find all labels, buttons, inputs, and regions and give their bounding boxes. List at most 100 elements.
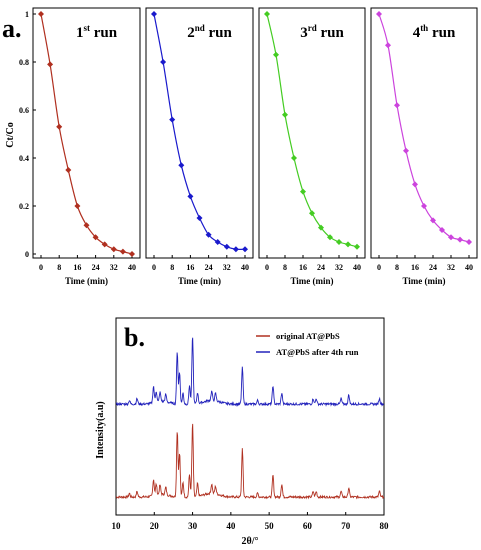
- data-point: [376, 11, 382, 17]
- data-point: [448, 234, 454, 241]
- data-point: [56, 123, 63, 130]
- x-tick-label: 16: [299, 263, 307, 272]
- x-axis-label: 2θ/°: [242, 536, 259, 547]
- run-title: 1st run: [76, 23, 118, 41]
- data-point: [110, 246, 117, 253]
- data-point: [318, 224, 324, 231]
- run-title: 3rd run: [300, 23, 344, 41]
- legend-label: original AT@PbS: [276, 331, 340, 341]
- y-tick-label: 0: [25, 250, 29, 259]
- data-point: [327, 234, 333, 241]
- plot-frame: [145, 7, 254, 259]
- plot-frame: [258, 7, 366, 259]
- series-line: [40, 13, 133, 255]
- x-tick-label: 0: [152, 263, 156, 272]
- x-tick-label: 40: [241, 263, 249, 272]
- x-tick-label: 70: [341, 521, 351, 531]
- x-axis-label: Time (min): [402, 276, 445, 286]
- x-tick-label: 30: [188, 521, 198, 531]
- data-point: [119, 248, 126, 255]
- data-point: [412, 181, 418, 188]
- x-tick-label: 8: [170, 263, 174, 272]
- data-point: [196, 215, 203, 221]
- xrd-series-line: [116, 337, 385, 407]
- legend-label: AT@PbS after 4th run: [276, 347, 359, 357]
- data-point: [47, 61, 54, 68]
- x-tick-label: 20: [150, 521, 160, 531]
- x-tick-label: 0: [377, 263, 381, 272]
- x-axis-label: Time (min): [290, 276, 333, 286]
- xrd-series-line: [115, 423, 385, 500]
- data-point: [232, 246, 239, 253]
- x-tick-label: 32: [223, 263, 231, 272]
- x-tick-label: 32: [110, 263, 118, 272]
- x-tick-label: 16: [186, 263, 194, 272]
- data-point: [345, 241, 351, 248]
- x-tick-label: 8: [57, 263, 61, 272]
- data-point: [273, 51, 279, 58]
- data-point: [38, 11, 44, 17]
- y-tick-label: 0.2: [19, 202, 29, 211]
- data-point: [169, 116, 176, 123]
- y-tick-label: 0.4: [19, 154, 29, 163]
- data-point: [403, 147, 409, 154]
- data-point: [83, 222, 90, 229]
- run4-plot: 0 8 16 24 32 40 Time (min) 4th run: [370, 7, 478, 286]
- data-point: [187, 193, 194, 200]
- x-tick-label: 16: [411, 263, 419, 272]
- x-tick-label: 0: [265, 263, 269, 272]
- data-point: [178, 162, 185, 169]
- y-tick-label: 1: [25, 10, 29, 19]
- data-point: [214, 239, 221, 245]
- x-axis-label: Time (min): [178, 276, 221, 286]
- run2-plot: 0 8 16 24 32 40 Time (min) 2nd run: [145, 7, 254, 286]
- run-title: 2nd run: [187, 23, 232, 41]
- run-title: 4th run: [413, 23, 456, 41]
- data-point: [92, 234, 99, 241]
- data-point: [394, 102, 400, 109]
- x-tick-label: 10: [112, 521, 122, 531]
- run3-plot: 0 8 16 24 32 40 Time (min) 3rd run: [258, 7, 366, 286]
- x-tick-label: 40: [465, 263, 473, 272]
- x-axis-label: Time (min): [65, 276, 108, 286]
- data-point: [74, 203, 81, 209]
- data-point: [129, 251, 135, 257]
- data-point: [385, 42, 391, 49]
- data-point: [65, 167, 72, 173]
- data-point: [336, 239, 342, 245]
- x-tick-label: 24: [429, 263, 437, 272]
- data-point: [309, 210, 315, 217]
- data-point: [466, 239, 472, 245]
- data-point: [282, 111, 288, 118]
- x-tick-label: 32: [335, 263, 343, 272]
- data-point: [223, 243, 230, 250]
- x-tick-label: 80: [380, 521, 390, 531]
- data-point: [439, 227, 445, 233]
- data-point: [291, 155, 297, 161]
- x-tick-label: 40: [226, 521, 236, 531]
- panel-a-letter: a.: [2, 14, 22, 43]
- x-tick-label: 16: [73, 263, 81, 272]
- x-tick-label: 0: [39, 263, 43, 272]
- series-line: [153, 13, 246, 250]
- data-point: [151, 11, 157, 17]
- data-point: [421, 203, 427, 209]
- panel-b-letter: b.: [124, 323, 145, 352]
- x-tick-label: 32: [447, 263, 455, 272]
- x-tick-label: 60: [303, 521, 313, 531]
- y-tick-label: 0.8: [19, 58, 29, 67]
- data-point: [457, 236, 463, 243]
- data-point: [300, 188, 306, 195]
- x-tick-label: 40: [128, 263, 136, 272]
- data-point: [430, 217, 436, 224]
- data-point: [354, 243, 360, 250]
- x-tick-label: 50: [265, 521, 275, 531]
- data-point: [264, 11, 270, 17]
- x-tick-label: 40: [353, 263, 361, 272]
- x-tick-label: 8: [283, 263, 287, 272]
- x-tick-label: 24: [205, 263, 213, 272]
- x-tick-label: 24: [92, 263, 100, 272]
- plot-frame: [32, 7, 141, 259]
- data-point: [101, 241, 108, 248]
- xrd-plot: 10 20 30 40 50 60 70 80 2θ/° original AT@PbS AT@Pb…: [112, 317, 390, 547]
